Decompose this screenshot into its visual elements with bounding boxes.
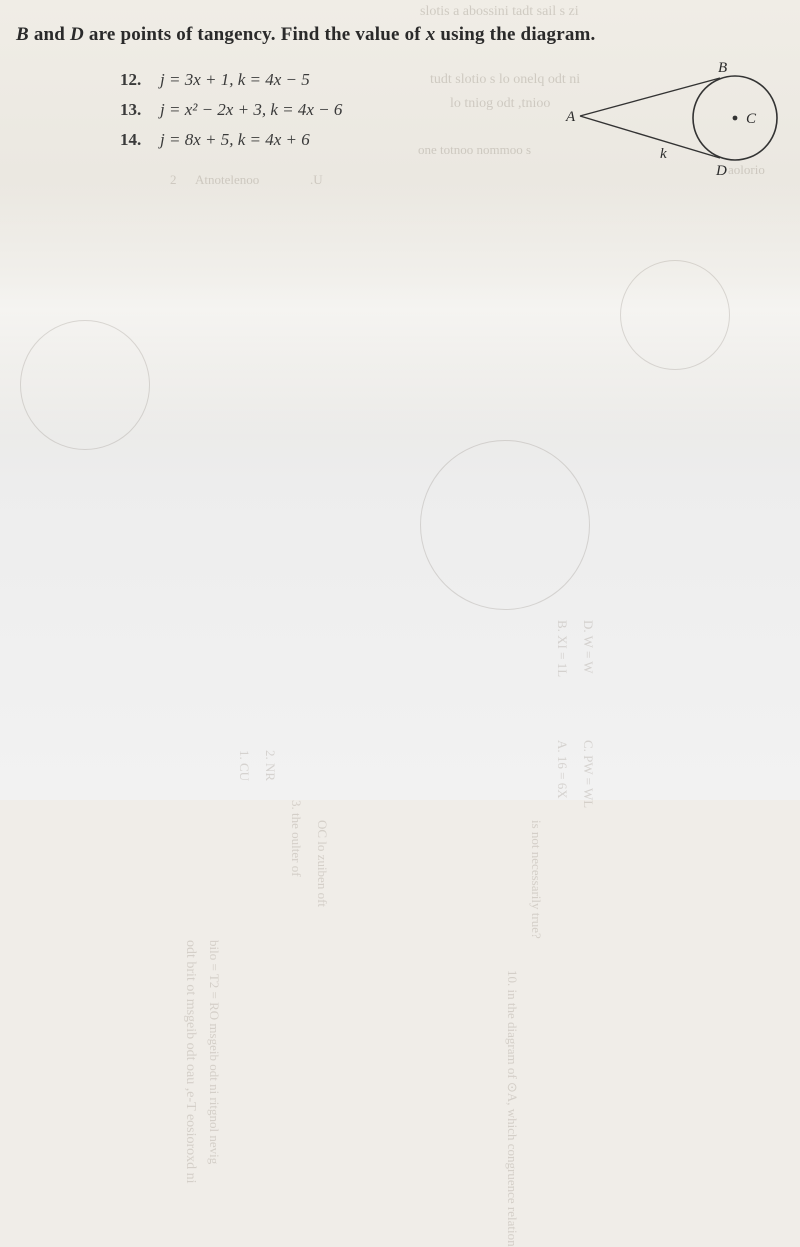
ghost-text: one totnoo nommoo s [418, 142, 531, 158]
ghost-text: Atnotelenoo [195, 172, 259, 188]
page: B and D are points of tangency. Find the… [0, 0, 800, 800]
label-B: B [718, 60, 727, 76]
prob-eq: j = 8x + 5, k = 4x + 6 [160, 130, 310, 150]
rotated-ghost-text: 2. NR [262, 750, 278, 781]
prob-num: 12. [120, 70, 160, 90]
prob-num: 13. [120, 100, 160, 120]
hdr-tail: using the diagram. [435, 24, 595, 45]
ghost-text: slotis a abossini tadt sail s zi [420, 4, 579, 20]
var-B: B [16, 24, 29, 45]
tangent-line-AD [580, 116, 720, 158]
hdr-mid1: and [29, 24, 70, 45]
prob-num: 14. [120, 130, 160, 150]
var-x: x [426, 24, 436, 45]
rotated-ghost-text: 10. in the diagram of ⊙A, which congruen… [504, 970, 520, 1247]
rotated-ghost-text: 3. the oulter of [288, 800, 304, 877]
rotated-ghost-text: OC lo zuiben oft [314, 820, 330, 907]
tangent-figure: A B C D k [560, 58, 790, 188]
rotated-ghost-text: bilo = T2 = RO msgeib odt ni ritgnol nev… [206, 940, 222, 1164]
label-A: A [565, 109, 576, 125]
label-C: C [746, 111, 757, 127]
rotated-ghost-text: odt brit ot msgeib odt oau ,e-T eosiorox… [182, 940, 198, 1184]
tangent-svg: A B C D k [560, 58, 790, 188]
rotated-ghost-text: A. 16 = 6X [554, 740, 570, 799]
faint-circle [620, 260, 730, 370]
label-k: k [660, 146, 667, 162]
rotated-ghost-text: D. W = W [580, 620, 596, 674]
faint-circle [420, 440, 590, 610]
prob-eq: j = x² − 2x + 3, k = 4x − 6 [160, 100, 342, 120]
ghost-text: tudt slotio s lo onelq odt ni [430, 72, 580, 88]
hdr-rest: are points of tangency. Find the value o… [84, 24, 426, 45]
problem-header: B and D are points of tangency. Find the… [16, 24, 790, 46]
var-D: D [70, 24, 84, 45]
ghost-text: .U [310, 172, 323, 188]
problem-13: 13. j = x² − 2x + 3, k = 4x − 6 [120, 100, 342, 120]
label-D: D [715, 163, 727, 179]
ghost-text: 2 [170, 172, 177, 188]
problem-14: 14. j = 8x + 5, k = 4x + 6 [120, 130, 342, 150]
rotated-ghost-text: B. XI = 1L [554, 620, 570, 677]
rotated-ghost-text: 1. CU [236, 750, 252, 781]
problems-list: 12. j = 3x + 1, k = 4x − 5 13. j = x² − … [120, 70, 342, 160]
problem-12: 12. j = 3x + 1, k = 4x − 5 [120, 70, 342, 90]
rotated-ghost-text: is not necessarily true? [528, 820, 544, 939]
faint-circle [20, 320, 150, 450]
ghost-text: lo tniog odt ,tnioo [450, 96, 550, 112]
prob-eq: j = 3x + 1, k = 4x − 5 [160, 70, 310, 90]
fig-center-dot [733, 116, 738, 121]
rotated-ghost-text: C. PW = WL [580, 740, 596, 808]
